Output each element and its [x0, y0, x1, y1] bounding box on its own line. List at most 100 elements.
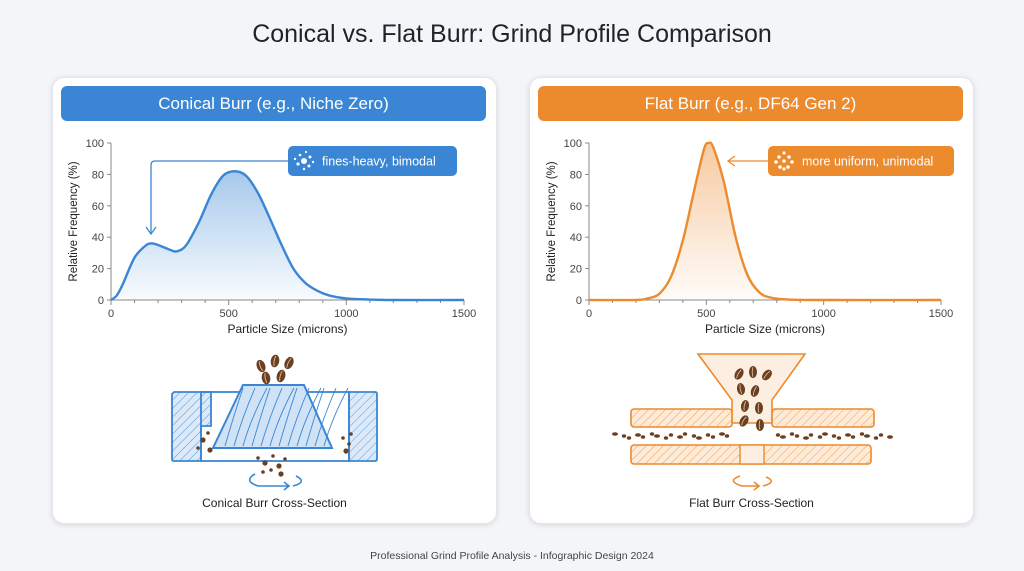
rotation-arrowhead	[283, 481, 291, 491]
ground-particle	[864, 434, 870, 438]
bean-crease	[736, 369, 742, 379]
burr-groove	[323, 387, 349, 447]
ground-particle	[705, 433, 711, 437]
distribution-line	[588, 141, 942, 302]
ground-particle	[261, 470, 265, 474]
coffee-bean-icon	[276, 369, 286, 383]
ground-particle	[347, 442, 351, 446]
bean-body	[270, 354, 280, 368]
ground-particle	[878, 433, 884, 437]
bean-crease	[757, 403, 760, 413]
x-tick-label: 500	[697, 308, 715, 320]
bean-body	[750, 385, 760, 397]
callout-box	[768, 146, 954, 176]
coffee-bean-icon	[270, 354, 280, 368]
cluster-dots-icon	[774, 151, 794, 171]
y-tick-label: 20	[92, 264, 104, 276]
callout-arrow	[150, 160, 288, 233]
x-tick-label: 0	[586, 308, 592, 320]
flat-caption: Flat Burr Cross-Section	[689, 496, 814, 510]
flat-burr-card: Flat Burr (e.g., DF64 Gen 2) 0 20 40 60 80 10…	[529, 77, 974, 524]
bean-crease	[758, 420, 761, 430]
ground-particle	[262, 460, 268, 466]
burr-groove	[242, 387, 268, 447]
ground-particle	[808, 433, 814, 437]
bean-body	[749, 366, 757, 378]
rotation-arrowhead	[753, 481, 761, 491]
icon-dot	[298, 153, 302, 157]
y-tick-label: 100	[86, 138, 104, 150]
icon-dot	[293, 157, 297, 161]
arrowhead	[145, 226, 157, 236]
x-tick-label: 1500	[929, 308, 953, 320]
rotation-arrow	[732, 475, 758, 487]
flat-header: Flat Burr (e.g., DF64 Gen 2)	[538, 86, 963, 121]
coffee-bean-icon	[755, 402, 763, 414]
burr-groove	[305, 387, 325, 447]
burr-groove	[314, 387, 337, 447]
x-axis-label: Particle Size (microns)	[227, 322, 347, 336]
coffee-bean-icon	[256, 359, 266, 373]
ground-particle	[663, 436, 669, 440]
icon-dot	[302, 167, 306, 171]
ground-particle	[283, 457, 287, 461]
bean-body	[755, 402, 763, 414]
ground-particle	[859, 432, 865, 436]
rotation-arrow-tail	[292, 475, 303, 487]
distribution-line	[110, 170, 465, 302]
ground-particle	[887, 435, 893, 439]
ground-particle	[269, 468, 273, 472]
ground-particle	[724, 434, 730, 438]
footer: Professional Grind Profile Analysis - In…	[370, 550, 654, 562]
upper-burr-right	[771, 408, 875, 428]
ground-particle	[621, 434, 627, 438]
burr-groove	[287, 387, 310, 447]
ground-particle	[343, 448, 349, 454]
y-axis-label: Relative Frequency (%)	[68, 161, 80, 281]
y-tick-label: 40	[570, 232, 582, 244]
ground-particle	[845, 433, 851, 437]
flat-burr-illustration	[612, 353, 893, 491]
bean-crease	[258, 361, 264, 372]
ground-particle	[696, 436, 702, 440]
burr-groove	[224, 387, 244, 447]
ground-particle	[196, 446, 200, 450]
bean-crease	[741, 416, 747, 426]
coffee-bean-icon	[740, 400, 750, 412]
x-tick-label: 1000	[811, 308, 835, 320]
bean-crease	[286, 358, 292, 368]
ground-particle	[276, 463, 282, 469]
ground-particle	[789, 432, 795, 436]
x-axis-label: Particle Size (microns)	[705, 322, 825, 336]
bean-body	[284, 356, 294, 370]
bean-body	[740, 400, 750, 412]
conical-burr	[211, 384, 334, 449]
ground-particle	[803, 436, 809, 440]
ground-particle	[341, 436, 345, 440]
coffee-bean-icon	[261, 371, 271, 385]
y-tick-label: 60	[570, 201, 582, 213]
ground-particle	[256, 456, 260, 460]
ground-particle	[278, 471, 284, 477]
callout-text: more uniform, unimodal	[802, 155, 933, 169]
conical-header: Conical Burr (e.g., Niche Zero)	[61, 86, 486, 121]
coffee-bean-icon	[739, 415, 749, 427]
ground-particle	[780, 435, 786, 439]
icon-dot	[778, 165, 782, 169]
bean-body	[256, 359, 266, 373]
bean-body	[276, 369, 286, 383]
ground-particle	[635, 433, 641, 437]
burr-shaft	[739, 444, 765, 465]
bean-crease	[739, 384, 743, 394]
ground-particle	[668, 433, 674, 437]
distribution-area	[111, 171, 464, 301]
ground-particle	[206, 431, 210, 435]
burr-groove	[278, 387, 298, 447]
bean-crease	[279, 370, 283, 381]
icon-dot	[308, 155, 312, 159]
ground-particle	[271, 454, 275, 458]
icon-dot	[786, 165, 790, 169]
bean-crease	[763, 370, 771, 379]
